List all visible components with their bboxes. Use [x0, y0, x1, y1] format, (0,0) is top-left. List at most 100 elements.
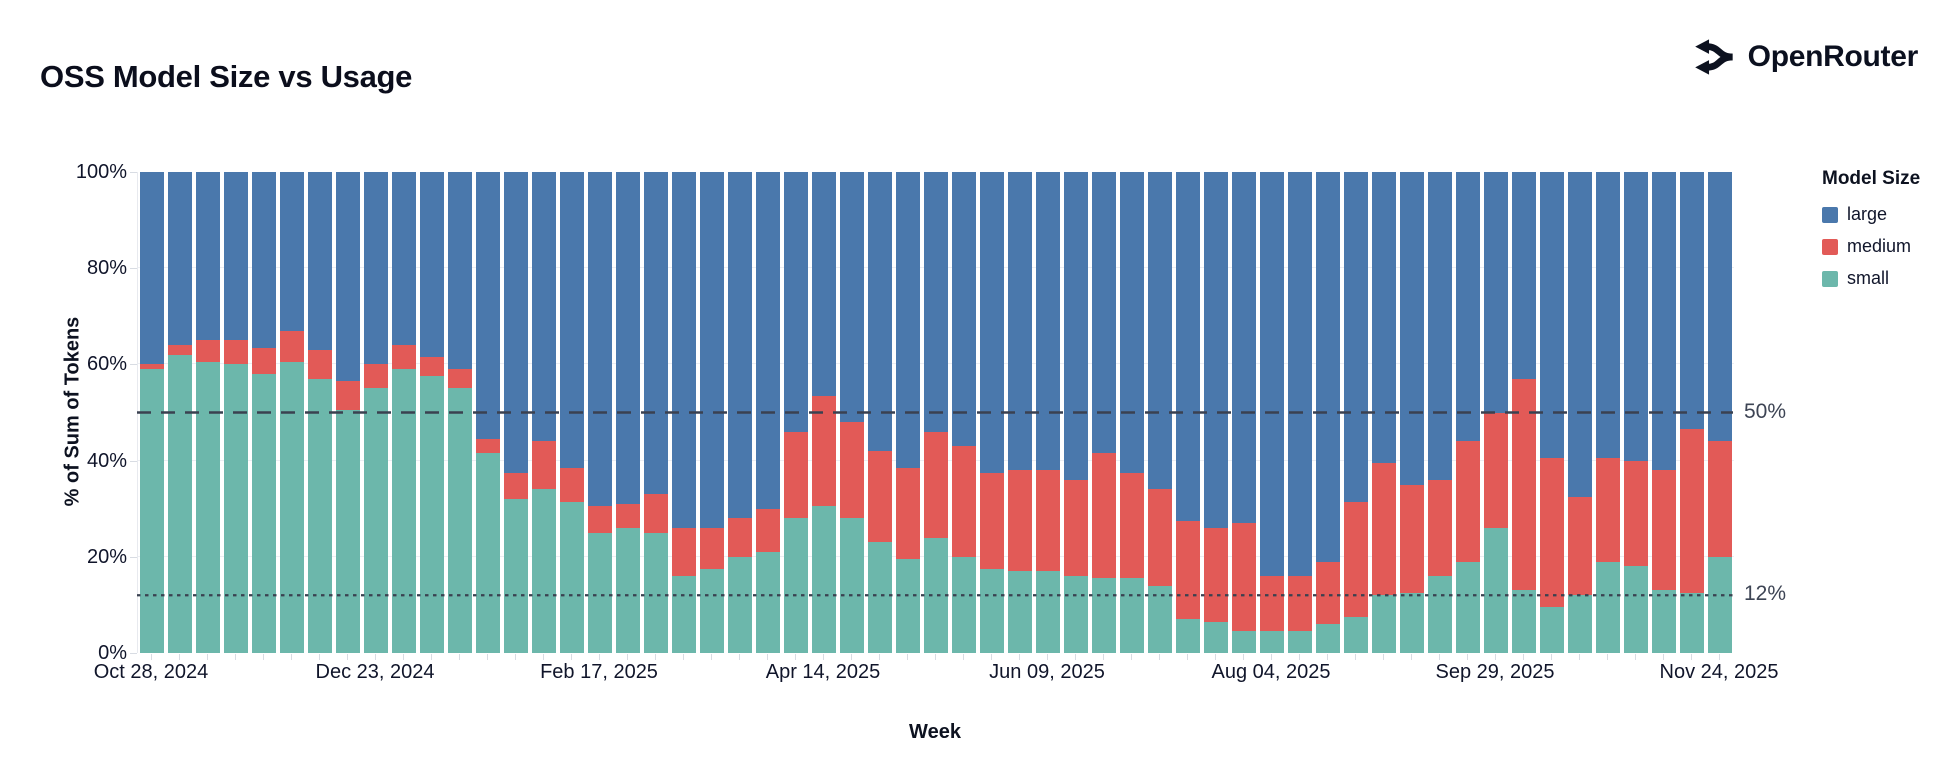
bar-segment-small[interactable]: [503, 499, 529, 653]
bar-segment-small[interactable]: [1007, 571, 1033, 653]
bar-segment-medium[interactable]: [447, 369, 473, 389]
bar-segment-large[interactable]: [587, 172, 613, 507]
bar-week-8[interactable]: [363, 172, 389, 653]
bar-segment-small[interactable]: [1203, 621, 1229, 653]
bar-segment-medium[interactable]: [727, 518, 753, 557]
bar-segment-small[interactable]: [1539, 607, 1565, 653]
bar-segment-large[interactable]: [839, 172, 865, 423]
bar-segment-medium[interactable]: [1091, 453, 1117, 579]
bar-segment-large[interactable]: [699, 172, 725, 528]
bar-segment-large[interactable]: [1595, 172, 1621, 459]
bar-segment-large[interactable]: [895, 172, 921, 468]
bar-segment-small[interactable]: [1091, 578, 1117, 653]
bar-segment-large[interactable]: [811, 172, 837, 396]
bar-week-22[interactable]: [755, 172, 781, 653]
bar-segment-small[interactable]: [1623, 566, 1649, 653]
bar-segment-small[interactable]: [1371, 595, 1397, 653]
bar-segment-small[interactable]: [1651, 590, 1677, 653]
bar-week-20[interactable]: [699, 172, 725, 653]
bar-segment-medium[interactable]: [755, 508, 781, 552]
bar-segment-large[interactable]: [671, 172, 697, 528]
bar-segment-large[interactable]: [335, 172, 361, 382]
bar-segment-small[interactable]: [783, 518, 809, 653]
bar-segment-medium[interactable]: [615, 503, 641, 528]
bar-segment-small[interactable]: [755, 552, 781, 653]
bar-week-56[interactable]: [1707, 172, 1733, 653]
bar-segment-large[interactable]: [1091, 172, 1117, 454]
bar-segment-large[interactable]: [475, 172, 501, 439]
bar-week-21[interactable]: [727, 172, 753, 653]
bar-segment-medium[interactable]: [1483, 412, 1509, 528]
bar-segment-large[interactable]: [1483, 172, 1509, 413]
bar-week-33[interactable]: [1063, 172, 1089, 653]
bar-segment-medium[interactable]: [951, 446, 977, 557]
bar-segment-small[interactable]: [1567, 595, 1593, 653]
bar-segment-medium[interactable]: [1119, 472, 1145, 579]
bar-week-37[interactable]: [1175, 172, 1201, 653]
bar-segment-medium[interactable]: [1427, 479, 1453, 577]
bar-segment-large[interactable]: [251, 172, 277, 348]
bar-segment-large[interactable]: [1231, 172, 1257, 524]
bar-segment-medium[interactable]: [979, 472, 1005, 569]
bar-segment-large[interactable]: [1399, 172, 1425, 485]
bar-segment-large[interactable]: [727, 172, 753, 519]
bar-week-41[interactable]: [1287, 172, 1313, 653]
bar-week-16[interactable]: [587, 172, 613, 653]
bar-segment-small[interactable]: [1259, 631, 1285, 653]
bar-week-26[interactable]: [867, 172, 893, 653]
bar-segment-small[interactable]: [307, 378, 333, 653]
bar-segment-small[interactable]: [391, 369, 417, 653]
bar-segment-large[interactable]: [167, 172, 193, 346]
bar-segment-small[interactable]: [923, 537, 949, 653]
bar-segment-small[interactable]: [1455, 561, 1481, 653]
bar-segment-large[interactable]: [755, 172, 781, 509]
bar-week-38[interactable]: [1203, 172, 1229, 653]
bar-segment-small[interactable]: [895, 559, 921, 653]
bar-week-7[interactable]: [335, 172, 361, 653]
bar-segment-large[interactable]: [1623, 172, 1649, 461]
bar-segment-large[interactable]: [867, 172, 893, 451]
bar-segment-medium[interactable]: [1567, 496, 1593, 596]
bar-week-52[interactable]: [1595, 172, 1621, 653]
bar-week-35[interactable]: [1119, 172, 1145, 653]
bar-segment-large[interactable]: [391, 172, 417, 346]
bar-segment-medium[interactable]: [1147, 489, 1173, 586]
bar-segment-small[interactable]: [811, 506, 837, 653]
bar-segment-large[interactable]: [643, 172, 669, 495]
bar-week-34[interactable]: [1091, 172, 1117, 653]
bar-segment-medium[interactable]: [783, 431, 809, 519]
bar-segment-large[interactable]: [1343, 172, 1369, 502]
bar-segment-medium[interactable]: [223, 340, 249, 365]
bar-segment-large[interactable]: [1259, 172, 1285, 577]
bar-segment-medium[interactable]: [1007, 470, 1033, 572]
bar-segment-large[interactable]: [1175, 172, 1201, 521]
bar-week-9[interactable]: [391, 172, 417, 653]
bar-segment-large[interactable]: [979, 172, 1005, 473]
bar-segment-large[interactable]: [531, 172, 557, 442]
bar-segment-small[interactable]: [363, 388, 389, 653]
bar-segment-medium[interactable]: [1399, 484, 1425, 593]
bar-week-45[interactable]: [1399, 172, 1425, 653]
bar-segment-medium[interactable]: [1203, 527, 1229, 622]
bar-segment-large[interactable]: [1203, 172, 1229, 528]
bar-segment-small[interactable]: [531, 489, 557, 653]
bar-segment-medium[interactable]: [419, 357, 445, 377]
bar-segment-small[interactable]: [1399, 592, 1425, 653]
bar-week-42[interactable]: [1315, 172, 1341, 653]
bar-week-25[interactable]: [839, 172, 865, 653]
bar-segment-large[interactable]: [951, 172, 977, 447]
bar-week-6[interactable]: [307, 172, 333, 653]
bar-segment-small[interactable]: [1483, 527, 1509, 653]
bar-week-1[interactable]: [167, 172, 193, 653]
bar-segment-large[interactable]: [1119, 172, 1145, 473]
bar-week-54[interactable]: [1651, 172, 1677, 653]
bar-segment-medium[interactable]: [1259, 576, 1285, 632]
bar-segment-medium[interactable]: [1035, 470, 1061, 572]
bar-segment-medium[interactable]: [643, 494, 669, 533]
bar-segment-small[interactable]: [1427, 576, 1453, 653]
bar-segment-small[interactable]: [195, 362, 221, 653]
bar-week-2[interactable]: [195, 172, 221, 653]
bar-segment-large[interactable]: [503, 172, 529, 473]
bar-segment-small[interactable]: [1175, 619, 1201, 653]
bar-segment-large[interactable]: [1147, 172, 1173, 490]
